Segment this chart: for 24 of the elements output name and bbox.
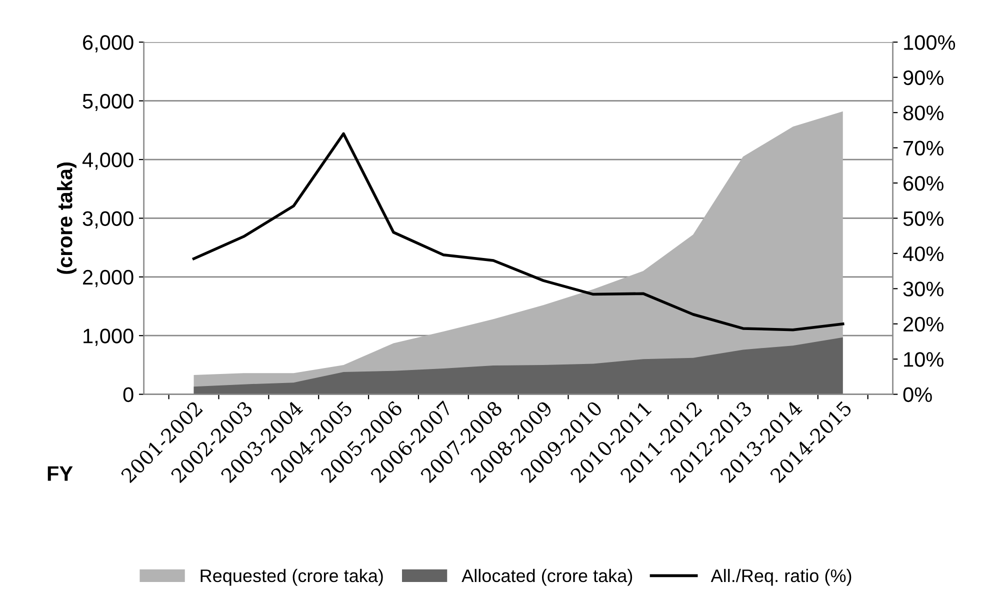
y-tick-label: 0 [123,387,134,402]
y2-tick-label: 40% [903,246,944,262]
y-tick-label: 1,000 [84,328,134,346]
y2-tick-label: 90% [904,70,944,86]
legend-label: Requested (crore taka) [200,568,383,586]
y-axis-title: (crore taka) [57,162,76,274]
y2-tick-label: 80% [903,106,944,120]
y2-tick-label: 10% [904,352,944,367]
y-tick-label: 4,000 [82,152,134,170]
y2-tick-label: 30% [903,282,944,296]
y-tick-label: 6,000 [83,35,134,52]
y2-tick-label: 20% [904,316,944,332]
line-series [192,132,844,332]
y2-tick-label: 60% [904,176,944,191]
legend-label: Allocated (crore taka) [462,568,632,586]
y2-tick-label: 50% [903,211,944,226]
y-tick-label: 5,000 [82,94,134,112]
y-tick-label: 3,000 [82,211,134,228]
y-tick-label: 2,000 [83,270,134,288]
x-axis-title: FY [48,466,73,481]
y2-tick-label: 0% [903,387,932,402]
legend-label: All./Req. ratio (%) [710,568,852,586]
y2-tick-label: 100% [904,35,956,50]
y2-tick-label: 70% [904,140,944,156]
